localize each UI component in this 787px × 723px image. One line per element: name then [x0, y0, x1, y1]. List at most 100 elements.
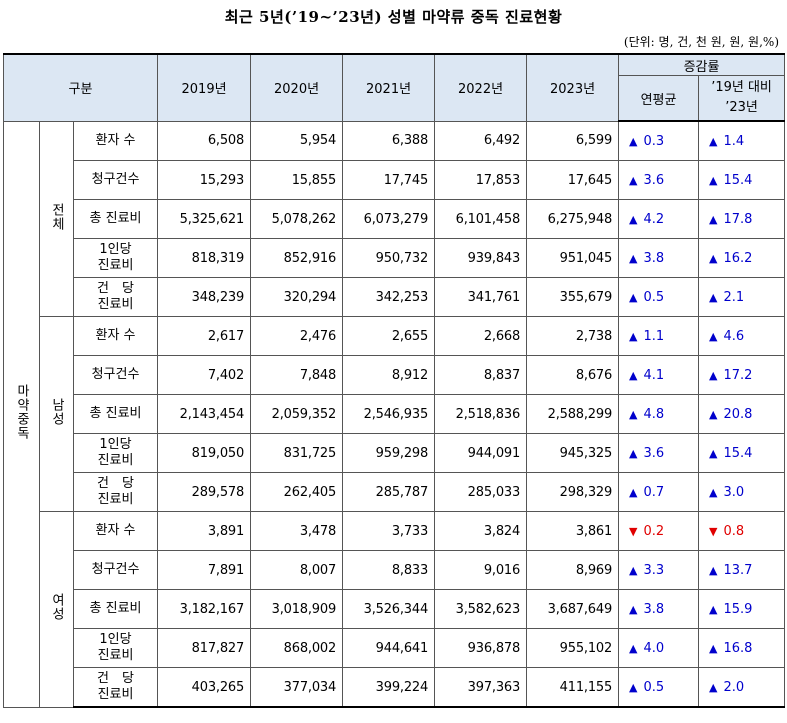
value-cell: 7,848 [250, 355, 344, 395]
rate-value: 0.5 [643, 289, 665, 305]
rate-value: 13.7 [723, 562, 753, 578]
value-cell: 3,018,909 [250, 589, 344, 629]
value-cell: 342,253 [342, 277, 436, 317]
table-row: 1인당 진료비 817,827 868,002 944,641 936,878 955,10… [4, 628, 786, 668]
value-cell: 2,738 [526, 316, 620, 356]
value-cell: 2,518,836 [434, 394, 528, 434]
value-cell: 6,492 [434, 120, 528, 161]
vs-rate-cell: ▲ 2.0 [698, 667, 786, 708]
rate-value: 3.6 [643, 445, 665, 461]
value-cell: 6,101,458 [434, 199, 528, 239]
value-cell: 3,861 [526, 511, 620, 551]
value-cell: 936,878 [434, 628, 528, 668]
table-row: 청구건수 7,891 8,007 8,833 9,016 8,969 ▲ 3.3 ▲ 13.7 [4, 550, 786, 590]
rate-value: 1.1 [643, 328, 665, 344]
value-cell: 944,091 [434, 433, 528, 473]
vs-rate-cell: ▲ 16.2 [698, 238, 786, 278]
triangle-up-icon: ▲ [709, 212, 718, 226]
avg-rate-cell: ▲ 1.1 [618, 316, 700, 356]
rate-value: 16.8 [723, 640, 753, 656]
avg-rate-cell: ▲ 4.8 [618, 394, 700, 434]
vs-rate-cell: ▲ 3.0 [698, 472, 786, 512]
value-cell: 3,891 [157, 511, 252, 551]
value-cell: 959,298 [342, 433, 436, 473]
value-cell: 5,954 [250, 120, 344, 161]
table-row: 남성 환자 수 2,617 2,476 2,655 2,668 2,738 ▲ 1.1 ▲ 4.6 [4, 316, 786, 512]
value-cell: 7,402 [157, 355, 252, 395]
rate-value: 16.2 [723, 250, 753, 266]
avg-rate-cell: ▲ 0.3 [618, 120, 700, 161]
vs-rate-cell: ▲ 20.8 [698, 394, 786, 434]
value-cell: 6,275,948 [526, 199, 620, 239]
value-cell: 6,508 [157, 120, 252, 161]
group-name: 남성 [49, 398, 64, 426]
value-cell: 852,916 [250, 238, 344, 278]
triangle-up-icon: ▲ [629, 680, 638, 694]
row-item-label: 청구건수 [72, 550, 159, 590]
value-cell: 8,007 [250, 550, 344, 590]
header-vs-line2: ’23년 [725, 100, 758, 115]
group-label: 남성 [39, 316, 74, 512]
rate-value: 3.8 [643, 250, 665, 266]
rate-value: 15.4 [723, 172, 753, 188]
value-cell: 8,676 [526, 355, 620, 395]
value-cell: 2,059,352 [250, 394, 344, 434]
value-cell: 298,329 [526, 472, 620, 512]
triangle-down-icon: ▼ [629, 524, 638, 538]
outer-group-text: 마약중독 [14, 384, 29, 440]
row-item-label: 총 진료비 [72, 199, 159, 239]
header-category: 구분 [2, 53, 159, 122]
page-title: 최근 5년(’19~’23년) 성별 마약류 중독 진료현황 [224, 8, 563, 26]
triangle-up-icon: ▲ [629, 446, 638, 460]
value-cell: 403,265 [157, 667, 252, 708]
table-row: 청구건수 7,402 7,848 8,912 8,837 8,676 ▲ 4.1 ▲ 17.2 [4, 355, 786, 395]
avg-rate-cell: ▲ 4.2 [618, 199, 700, 239]
rate-value: 4.8 [643, 406, 665, 422]
rate-value: 17.2 [723, 367, 753, 383]
value-cell: 15,293 [157, 160, 252, 200]
avg-rate-cell: ▼ 0.2 [618, 511, 700, 551]
value-cell: 868,002 [250, 628, 344, 668]
triangle-up-icon: ▲ [629, 212, 638, 226]
triangle-up-icon: ▲ [629, 173, 638, 187]
rate-value: 0.2 [643, 523, 665, 539]
value-cell: 818,319 [157, 238, 252, 278]
table-row: 마약중독 전체 환자 수 6,508 5,954 6,388 6,492 6,599 ▲ 0.3 ▲… [3, 120, 786, 708]
rate-value: 2.1 [723, 289, 745, 305]
rate-value: 4.1 [643, 367, 665, 383]
avg-rate-cell: ▲ 4.1 [618, 355, 700, 395]
value-cell: 817,827 [157, 628, 252, 668]
value-cell: 944,641 [342, 628, 436, 668]
triangle-up-icon: ▲ [629, 407, 638, 421]
rate-value: 3.3 [643, 562, 665, 578]
rate-value: 15.9 [723, 601, 753, 617]
triangle-up-icon: ▲ [709, 602, 718, 616]
header-year: 2022년 [434, 53, 528, 122]
value-cell: 17,745 [342, 160, 436, 200]
row-item-label: 환자 수 [72, 316, 159, 356]
vs-rate-cell: ▲ 4.6 [698, 316, 786, 356]
value-cell: 7,891 [157, 550, 252, 590]
table-row: 청구건수 15,293 15,855 17,745 17,853 17,645 ▲ 3.6 ▲ 1… [4, 160, 786, 200]
value-cell: 377,034 [250, 667, 344, 708]
avg-rate-cell: ▲ 3.8 [618, 238, 700, 278]
rate-value: 4.6 [723, 328, 745, 344]
row-item-label: 총 진료비 [72, 394, 159, 434]
triangle-up-icon: ▲ [709, 485, 718, 499]
triangle-up-icon: ▲ [709, 368, 718, 382]
value-cell: 8,833 [342, 550, 436, 590]
rate-value: 0.7 [643, 484, 665, 500]
row-item-label: 건 당 진료비 [72, 277, 159, 317]
value-cell: 2,476 [250, 316, 344, 356]
table-row: 건 당 진료비 403,265 377,034 399,224 397,363 411,15… [4, 667, 786, 708]
value-cell: 2,143,454 [157, 394, 252, 434]
value-cell: 3,582,623 [434, 589, 528, 629]
value-cell: 285,787 [342, 472, 436, 512]
row-item-label: 건 당 진료비 [72, 667, 159, 708]
vs-rate-cell: ▲ 15.4 [698, 160, 786, 200]
value-cell: 399,224 [342, 667, 436, 708]
avg-rate-cell: ▲ 3.8 [618, 589, 700, 629]
avg-rate-cell: ▲ 0.7 [618, 472, 700, 512]
triangle-up-icon: ▲ [629, 134, 638, 148]
avg-rate-cell: ▲ 0.5 [618, 667, 700, 708]
